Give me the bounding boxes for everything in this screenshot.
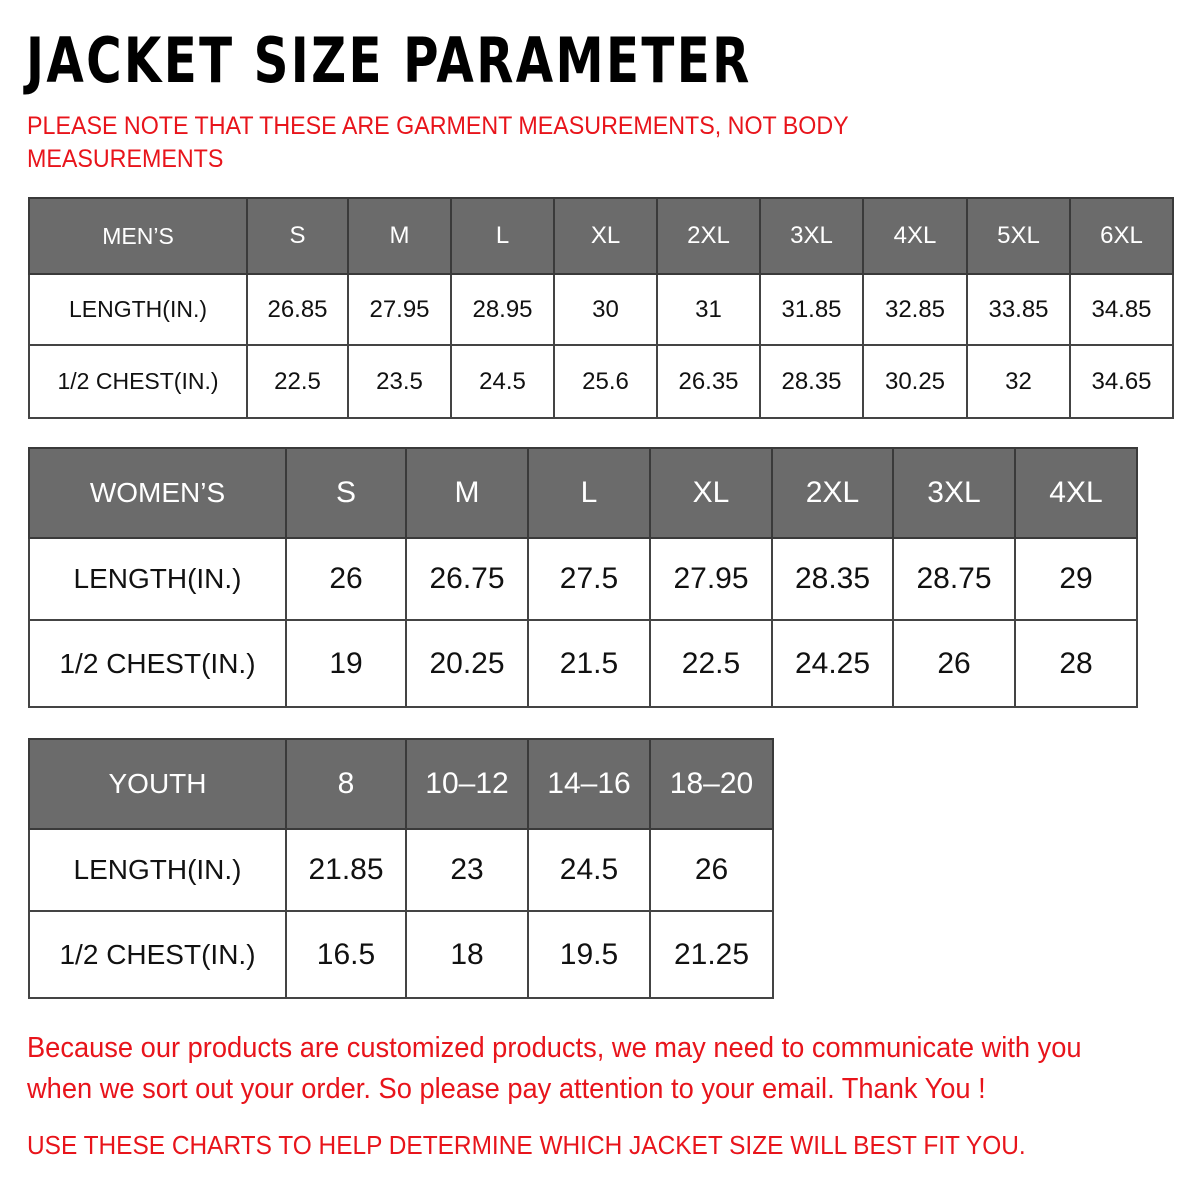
table-category-label: WOMEN’S: [28, 447, 287, 539]
measurement-cell: 32: [966, 344, 1071, 419]
measurement-cell: 27.95: [649, 537, 773, 621]
measurement-cell: 24.25: [771, 619, 894, 708]
size-header-cell: 10–12: [405, 738, 529, 830]
size-header-cell: XL: [553, 197, 658, 275]
row-label: 1/2 CHEST(IN.): [28, 910, 287, 999]
measurement-cell: 28.35: [759, 344, 864, 419]
measurement-cell: 33.85: [966, 273, 1071, 346]
row-label: LENGTH(IN.): [28, 273, 248, 346]
measurement-cell: 21.5: [527, 619, 651, 708]
measurement-cell: 31.85: [759, 273, 864, 346]
measurement-cell: 28.75: [892, 537, 1016, 621]
mens-size-table: MEN’S S M L XL 2XL 3XL 4XL 5XL 6XL LENGTH(IN.) 26.8…: [28, 197, 1174, 419]
womens-size-table: WOMEN’S S M L XL 2XL 3XL 4XL LENGTH(IN.) 26 26.75 2…: [28, 447, 1138, 708]
size-header-cell: 6XL: [1069, 197, 1174, 275]
table-row: 1/2 CHEST(IN.) 16.5 18 19.5 21.25: [28, 910, 774, 999]
measurement-cell: 28.95: [450, 273, 555, 346]
table-row: 1/2 CHEST(IN.) 19 20.25 21.5 22.5 24.25 26 28: [28, 619, 1138, 708]
table-row: LENGTH(IN.) 26.85 27.95 28.95 30 31 31.85 32.85…: [28, 273, 1174, 346]
table-row: LENGTH(IN.) 21.85 23 24.5 26: [28, 828, 774, 912]
table-row: 1/2 CHEST(IN.) 22.5 23.5 24.5 25.6 26.35 28.35…: [28, 344, 1174, 419]
measurement-cell: 21.25: [649, 910, 774, 999]
measurement-cell: 18: [405, 910, 529, 999]
size-header-cell: 8: [285, 738, 407, 830]
measurement-cell: 25.6: [553, 344, 658, 419]
measurement-cell: 20.25: [405, 619, 529, 708]
size-header-cell: 14–16: [527, 738, 651, 830]
measurement-cell: 22.5: [246, 344, 349, 419]
measurement-cell: 29: [1014, 537, 1138, 621]
measurement-cell: 24.5: [450, 344, 555, 419]
measurement-cell: 23.5: [347, 344, 452, 419]
size-header-cell: 2XL: [771, 447, 894, 539]
row-label: LENGTH(IN.): [28, 828, 287, 912]
customization-message: Because our products are customized prod…: [27, 1032, 1082, 1105]
table-header-row: YOUTH 8 10–12 14–16 18–20: [28, 738, 774, 830]
measurement-cell: 30: [553, 273, 658, 346]
size-header-cell: L: [450, 197, 555, 275]
size-header-cell: M: [405, 447, 529, 539]
measurement-cell: 16.5: [285, 910, 407, 999]
measurement-cell: 34.65: [1069, 344, 1174, 419]
measurement-cell: 28.35: [771, 537, 894, 621]
size-header-cell: L: [527, 447, 651, 539]
size-header-cell: 4XL: [1014, 447, 1138, 539]
table-category-label: MEN’S: [28, 197, 248, 275]
table-header-row: MEN’S S M L XL 2XL 3XL 4XL 5XL 6XL: [28, 197, 1174, 275]
size-header-cell: 18–20: [649, 738, 774, 830]
youth-size-table: YOUTH 8 10–12 14–16 18–20 LENGTH(IN.) 21.85 23 2…: [28, 738, 774, 999]
measurement-cell: 26.85: [246, 273, 349, 346]
size-header-cell: S: [285, 447, 407, 539]
measurement-cell: 26: [892, 619, 1016, 708]
measurement-cell: 26: [285, 537, 407, 621]
measurement-cell: 27.95: [347, 273, 452, 346]
measurement-cell: 26.35: [656, 344, 761, 419]
measurement-cell: 28: [1014, 619, 1138, 708]
measurement-cell: 22.5: [649, 619, 773, 708]
size-header-cell: 4XL: [862, 197, 968, 275]
size-header-cell: 3XL: [892, 447, 1016, 539]
measurement-note: PLEASE NOTE THAT THESE ARE GARMENT MEASU…: [27, 112, 849, 173]
measurement-cell: 21.85: [285, 828, 407, 912]
size-header-cell: 5XL: [966, 197, 1071, 275]
row-label: 1/2 CHEST(IN.): [28, 619, 287, 708]
measurement-cell: 26.75: [405, 537, 529, 621]
row-label: LENGTH(IN.): [28, 537, 287, 621]
size-header-cell: 3XL: [759, 197, 864, 275]
row-label: 1/2 CHEST(IN.): [28, 344, 248, 419]
size-instruction: USE THESE CHARTS TO HELP DETERMINE WHICH…: [27, 1130, 1026, 1160]
measurement-cell: 19: [285, 619, 407, 708]
measurement-cell: 24.5: [527, 828, 651, 912]
page-title: JACKET SIZE PARAMETER: [26, 24, 752, 97]
table-row: LENGTH(IN.) 26 26.75 27.5 27.95 28.35 28.75 29: [28, 537, 1138, 621]
table-header-row: WOMEN’S S M L XL 2XL 3XL 4XL: [28, 447, 1138, 539]
table-category-label: YOUTH: [28, 738, 287, 830]
measurement-cell: 30.25: [862, 344, 968, 419]
size-header-cell: M: [347, 197, 452, 275]
measurement-cell: 27.5: [527, 537, 651, 621]
measurement-cell: 19.5: [527, 910, 651, 999]
size-header-cell: 2XL: [656, 197, 761, 275]
size-header-cell: XL: [649, 447, 773, 539]
measurement-cell: 34.85: [1069, 273, 1174, 346]
size-header-cell: S: [246, 197, 349, 275]
measurement-cell: 32.85: [862, 273, 968, 346]
measurement-cell: 23: [405, 828, 529, 912]
measurement-cell: 26: [649, 828, 774, 912]
measurement-cell: 31: [656, 273, 761, 346]
